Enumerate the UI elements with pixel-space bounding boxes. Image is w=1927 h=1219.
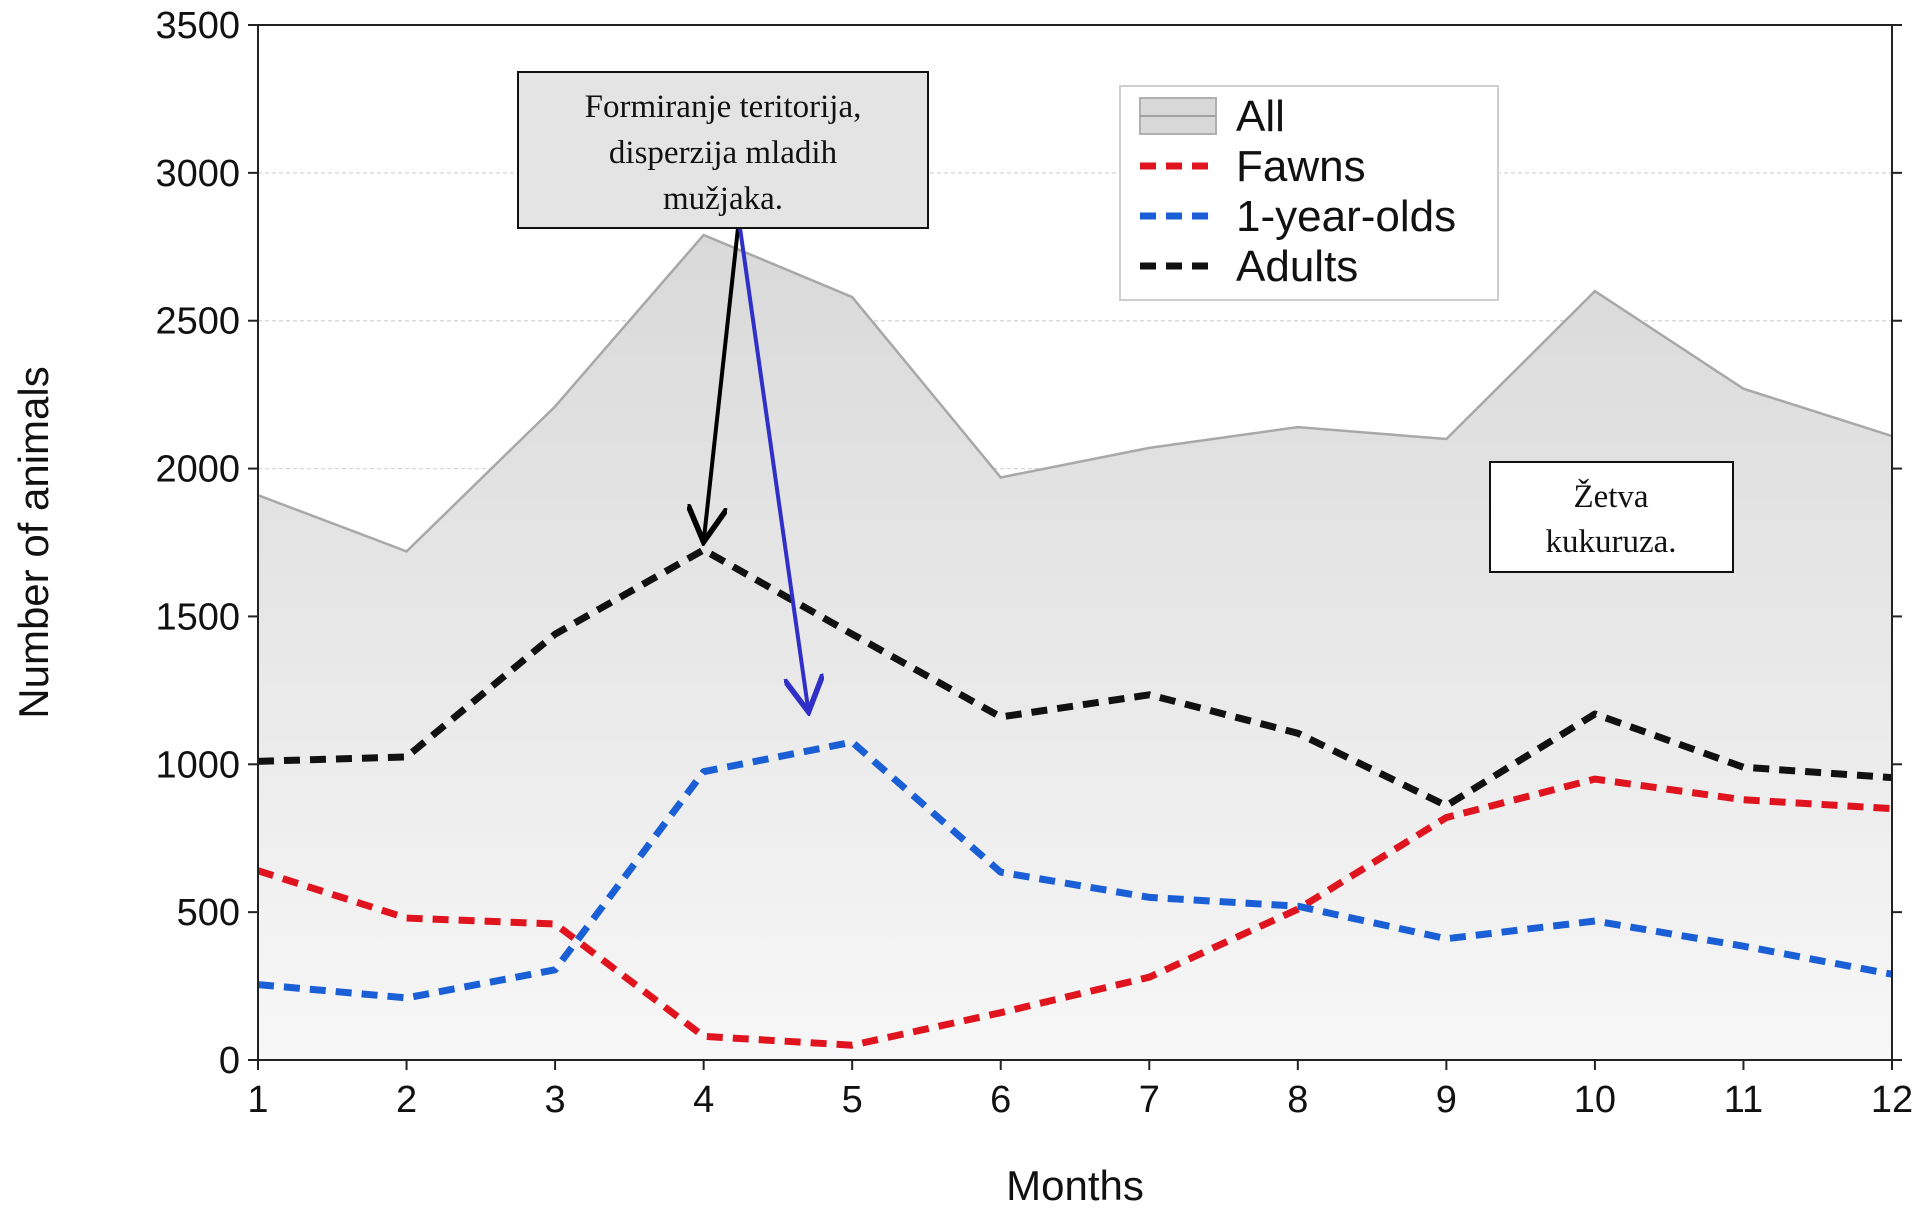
- legend-label-all: All: [1236, 92, 1285, 141]
- x-tick-label: 7: [1139, 1079, 1160, 1121]
- y-axis-title: Number of animals: [10, 366, 57, 718]
- annotation-harvest-line-2: kukuruza.: [1545, 524, 1676, 560]
- y-tick-label: 3000: [155, 153, 240, 195]
- legend-label-adults: Adults: [1236, 242, 1358, 291]
- x-tick-label: 10: [1574, 1079, 1616, 1121]
- series-fawns-line: [256, 775, 1893, 1049]
- y-tick-label: 500: [177, 892, 240, 934]
- x-tick-label: 4: [693, 1079, 714, 1121]
- x-tick-label: 9: [1436, 1079, 1457, 1121]
- x-tick-label: 12: [1871, 1079, 1913, 1121]
- annotation-harvest: Žetva kukuruza.: [1489, 461, 1734, 573]
- annotation-arrow-black: [704, 227, 740, 538]
- legend-label-1-year-olds: 1-year-olds: [1236, 192, 1456, 241]
- x-tick-label: 6: [990, 1079, 1011, 1121]
- y-tick-label: 1500: [155, 596, 240, 638]
- y-tick-label: 2000: [155, 449, 240, 491]
- series-1-year-olds-line: [257, 738, 1893, 1002]
- series-lines: [256, 546, 1893, 1049]
- annotation-harvest-line-1: Žetva: [1573, 478, 1648, 515]
- annotation-territory: Formiranje teritorija, disperzija mladih…: [517, 71, 929, 229]
- x-tick-label: 11: [1724, 1079, 1763, 1121]
- annotation-territory-line-2: disperzija mladih: [609, 135, 838, 171]
- y-tick-label: 3500: [155, 5, 240, 47]
- x-tick-label: 8: [1287, 1079, 1308, 1121]
- legend-label-fawns: Fawns: [1236, 142, 1366, 191]
- y-tick-label: 0: [219, 1040, 240, 1082]
- series-all-area: [258, 234, 1892, 1060]
- x-tick-label: 5: [842, 1079, 863, 1121]
- series-all-outline: [257, 233, 1893, 553]
- area-layer: [257, 233, 1893, 1060]
- annotation-territory-line-1: Formiranje teritorija,: [585, 89, 862, 125]
- annotation-arrow-blue: [738, 227, 808, 708]
- x-tick-label: 2: [396, 1079, 417, 1121]
- series-adults-line: [257, 546, 1893, 810]
- x-tick-label: 1: [247, 1079, 268, 1121]
- y-tick-label: 1000: [155, 744, 240, 786]
- y-tick-label: 2500: [155, 301, 240, 343]
- x-tick-label: 3: [545, 1079, 566, 1121]
- annotation-territory-line-3: mužjaka.: [663, 181, 783, 217]
- plot-frame: [257, 24, 1893, 1061]
- x-axis-title: Months: [1006, 1162, 1144, 1209]
